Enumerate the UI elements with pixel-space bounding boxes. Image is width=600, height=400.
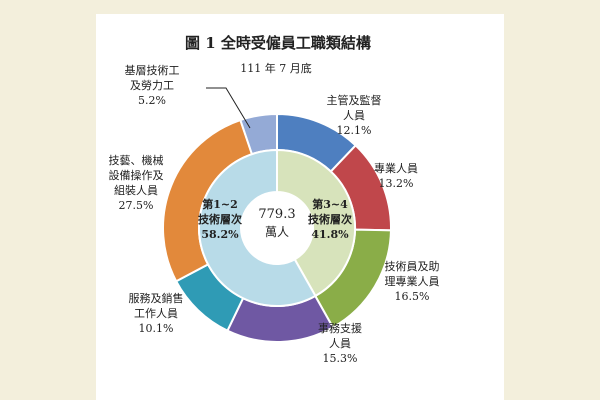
outer-label-4: 事務支援人員 15.3% <box>318 321 362 365</box>
leader-line <box>206 87 251 129</box>
chart-card: 圖 1 全時受僱員工職類結構 111 年 7 月底 779.3 萬人 主管及監督… <box>96 14 504 400</box>
donut-hole <box>241 192 313 264</box>
outer-label-1: 主管及監督人員 12.1% <box>327 93 382 137</box>
chart-subtitle: 111 年 7 月底 <box>240 61 311 75</box>
center-unit: 萬人 <box>265 225 289 239</box>
outer-label-6: 技藝、機械設備操作及組裝人員 27.5% <box>109 153 164 212</box>
chart-title: 圖 1 全時受僱員工職類結構 <box>185 34 371 52</box>
donut-chart: 圖 1 全時受僱員工職類結構 111 年 7 月底 779.3 萬人 主管及監督… <box>109 34 440 365</box>
inner-ring <box>198 148 356 307</box>
outer-label-2: 專業人員 13.2% <box>374 162 418 190</box>
center-value: 779.3 <box>258 207 295 222</box>
outer-label-3: 技術員及助理專業人員 16.5% <box>385 259 440 303</box>
inner-label-1: 第3~4 技術層次 41.8% <box>308 197 352 241</box>
slice-labels: 主管及監督人員 12.1% 專業人員 13.2% 技術員及助理專業人員 16.5% 事務支援… <box>109 64 440 365</box>
outer-label-5: 服務及銷售工作人員 10.1% <box>129 291 184 335</box>
inner-label-2: 第1~2 技術層次 58.2% <box>198 197 242 241</box>
outer-label-7: 基層技術工及勞力工 5.2% <box>125 64 180 107</box>
